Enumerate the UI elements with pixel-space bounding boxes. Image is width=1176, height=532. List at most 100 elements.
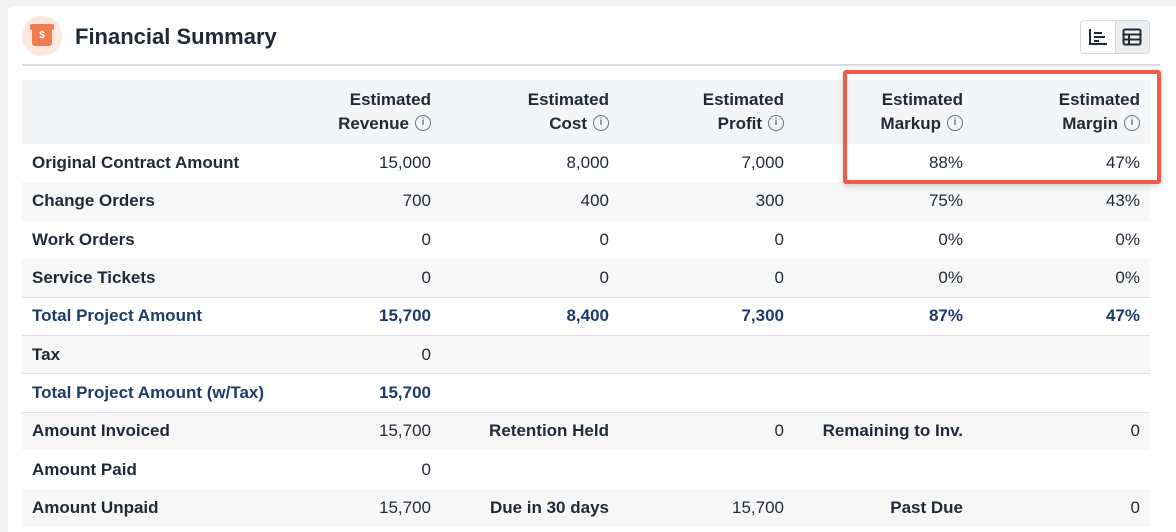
row-label: Amount Invoiced <box>32 421 170 441</box>
info-icon[interactable]: i <box>947 114 963 131</box>
column-header-line2: Profit <box>717 114 762 133</box>
table-cell: 47% <box>1105 153 1140 173</box>
column-header-line2: Cost <box>549 114 587 133</box>
table-cell: 0% <box>1115 229 1140 249</box>
sub-label: Due in 30 days <box>489 497 609 517</box>
table-cell <box>441 450 619 488</box>
table-cell: 0 <box>421 267 431 287</box>
table-cell: 88% <box>928 153 963 173</box>
table-cell: 0% <box>938 229 963 249</box>
column-header-markup: Estimated Markup i <box>794 80 973 144</box>
money-box-icon: $ <box>22 16 62 56</box>
table-cell: 87% <box>928 306 963 326</box>
row-label: Original Contract Amount <box>32 153 240 173</box>
table-cell <box>441 335 619 373</box>
table-row: Amount Unpaid 15,700 Due in 30 days 15,7… <box>22 488 1150 527</box>
info-icon[interactable]: i <box>415 114 431 131</box>
sub-label: Retention Held <box>489 421 609 441</box>
row-label: Amount Unpaid <box>32 497 159 517</box>
chart-view-button[interactable] <box>1081 21 1115 53</box>
table-cell: 0 <box>774 421 784 441</box>
financial-summary-card <box>8 6 1176 532</box>
table-row: Work Orders 0 0 0 0% 0% <box>22 220 1150 259</box>
column-header-line2: Revenue <box>338 114 409 133</box>
card-header: $ Financial Summary <box>22 16 1150 58</box>
column-header-line2: Margin <box>1062 114 1118 133</box>
column-header-revenue: Estimated Revenue i <box>286 80 441 144</box>
table-cell <box>973 335 1150 373</box>
table-cell <box>619 450 794 488</box>
row-label: Amount Paid <box>32 459 137 479</box>
table-cell: 700 <box>402 191 431 211</box>
column-header-line1: Estimated <box>527 90 609 109</box>
column-header-line1: Estimated <box>1058 90 1140 109</box>
table-cell <box>973 450 1150 488</box>
table-row: Amount Invoiced 15,700 Retention Held 0 … <box>22 412 1150 451</box>
table-cell: 0 <box>774 267 784 287</box>
table-cell: 0 <box>421 344 431 364</box>
info-icon[interactable]: i <box>1124 114 1140 131</box>
column-header-line1: Estimated <box>702 90 784 109</box>
row-label: Total Project Amount <box>32 306 202 326</box>
total-row: Total Project Amount (w/Tax) 15,700 <box>22 373 1150 413</box>
column-header-line1: Estimated <box>349 90 431 109</box>
view-toggle <box>1080 20 1150 54</box>
column-header-line2: Markup <box>880 114 941 133</box>
table-cell: 0 <box>1130 497 1140 517</box>
table-cell: 400 <box>580 191 609 211</box>
table-cell: 7,300 <box>741 306 784 326</box>
info-icon[interactable]: i <box>593 114 609 131</box>
table-cell: 7,000 <box>741 153 784 173</box>
table-cell: 0 <box>421 459 431 479</box>
row-label: Service Tickets <box>32 267 156 287</box>
table-row: Service Tickets 0 0 0 0% 0% <box>22 258 1150 298</box>
table-cell: 15,700 <box>732 497 784 517</box>
dollar-glyph: $ <box>39 30 45 41</box>
column-header-cost: Estimated Cost i <box>441 80 619 144</box>
table-cell <box>619 335 794 373</box>
card-title: Financial Summary <box>75 24 277 49</box>
table-cell: 8,400 <box>566 306 609 326</box>
table-cell: 300 <box>755 191 784 211</box>
sub-label: Remaining to Inv. <box>822 421 963 441</box>
column-header-margin: Estimated Margin i <box>973 80 1150 144</box>
table-cell: 15,700 <box>379 306 431 326</box>
table-cell: 15,700 <box>379 497 431 517</box>
table-row: Tax 0 <box>22 335 1150 374</box>
column-header-empty <box>22 80 286 144</box>
table-cell <box>794 450 973 488</box>
table-cell: 15,700 <box>379 421 431 441</box>
table-cell: 0 <box>774 229 784 249</box>
row-label: Tax <box>32 344 61 364</box>
table-cell: 0 <box>421 229 431 249</box>
total-row: Total Project Amount 15,700 8,400 7,300 … <box>22 297 1150 336</box>
table-header-row: Estimated Revenue i Estimated Cost i Estim… <box>22 80 1150 144</box>
table-cell: 0 <box>599 229 609 249</box>
header-divider <box>22 64 1160 66</box>
table-cell: 0% <box>1115 267 1140 287</box>
sub-label: Past Due <box>890 497 963 517</box>
table-icon <box>1122 28 1142 46</box>
bar-chart-icon <box>1088 29 1107 45</box>
table-cell: 15,700 <box>379 382 431 402</box>
table-cell: 0 <box>1130 421 1140 441</box>
table-row: Original Contract Amount 15,000 8,000 7,… <box>22 144 1150 183</box>
table-cell: 47% <box>1105 306 1140 326</box>
table-cell: 75% <box>928 191 963 211</box>
table-cell <box>441 374 619 412</box>
table-cell: 8,000 <box>566 153 609 173</box>
table-cell <box>973 374 1150 412</box>
table-cell <box>794 374 973 412</box>
table-row: Change Orders 700 400 300 75% 43% <box>22 182 1150 221</box>
row-label: Total Project Amount (w/Tax) <box>32 382 265 402</box>
row-label: Work Orders <box>32 229 135 249</box>
table-view-button[interactable] <box>1114 21 1149 53</box>
financial-table: Estimated Revenue i Estimated Cost i Estim… <box>22 80 1150 527</box>
table-cell: 43% <box>1105 191 1140 211</box>
column-header-profit: Estimated Profit i <box>619 80 794 144</box>
column-header-line1: Estimated <box>881 90 963 109</box>
info-icon[interactable]: i <box>768 114 784 131</box>
table-cell: 15,000 <box>379 153 431 173</box>
table-cell: 0% <box>938 267 963 287</box>
table-row: Amount Paid 0 <box>22 450 1150 489</box>
